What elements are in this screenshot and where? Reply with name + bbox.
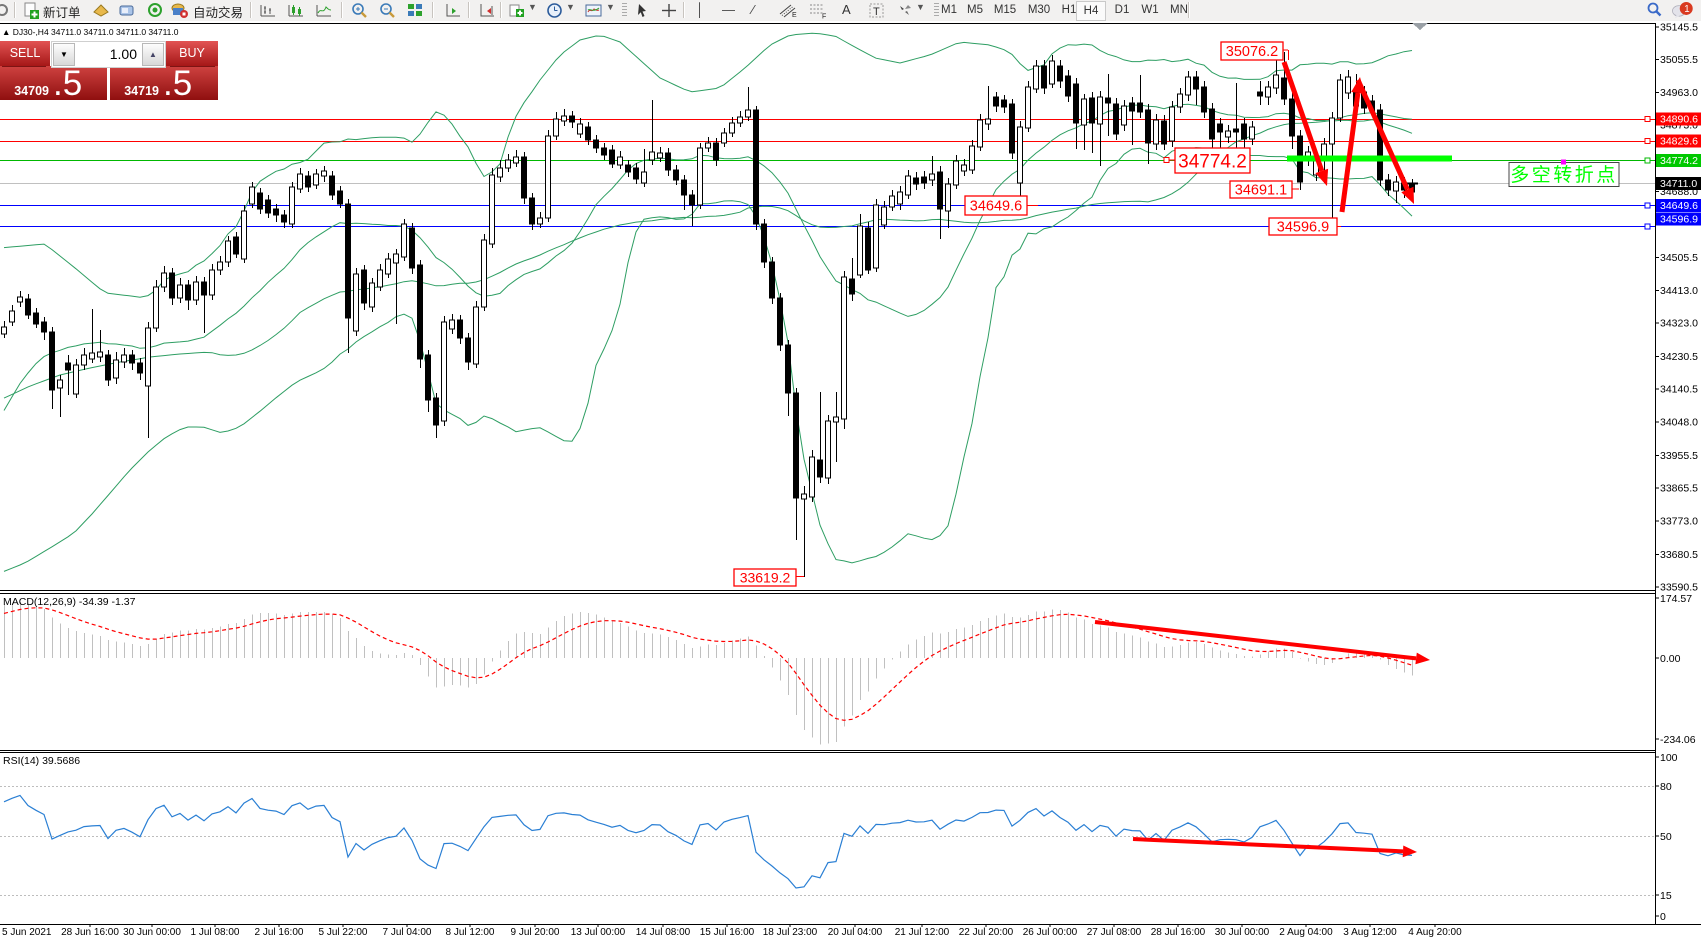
svg-text:34890.6: 34890.6 [1660, 114, 1698, 126]
svg-text:34413.0: 34413.0 [1660, 285, 1698, 297]
svg-text:9 Jul 20:00: 9 Jul 20:00 [511, 927, 560, 938]
svg-text:15 Jul 16:00: 15 Jul 16:00 [700, 927, 755, 938]
svg-text:28 Jun 16:00: 28 Jun 16:00 [61, 927, 119, 938]
svg-text:35145.5: 35145.5 [1660, 22, 1698, 34]
svg-text:T: T [873, 6, 880, 18]
svg-text:1 Jul 08:00: 1 Jul 08:00 [191, 927, 240, 938]
svg-text:MACD(12,26,9) -34.39 -1.37: MACD(12,26,9) -34.39 -1.37 [3, 596, 136, 608]
svg-text:33619.2: 33619.2 [740, 570, 791, 586]
svg-text:34048.0: 34048.0 [1660, 417, 1698, 429]
svg-text:22 Jul 20:00: 22 Jul 20:00 [959, 927, 1014, 938]
svg-text:2 Aug 04:00: 2 Aug 04:00 [1279, 927, 1333, 938]
svg-text:34774.2: 34774.2 [1178, 151, 1247, 172]
svg-text:2 Jul 16:00: 2 Jul 16:00 [255, 927, 304, 938]
svg-text:E: E [792, 12, 797, 19]
svg-text:33680.5: 33680.5 [1660, 549, 1698, 561]
svg-text:34596.9: 34596.9 [1660, 214, 1698, 226]
svg-text:33865.5: 33865.5 [1660, 482, 1698, 494]
svg-text:多空转折点: 多空转折点 [1510, 164, 1618, 186]
svg-text:3 Aug 12:00: 3 Aug 12:00 [1343, 927, 1397, 938]
svg-text:26 Jul 00:00: 26 Jul 00:00 [1023, 927, 1078, 938]
svg-text:4 Aug 20:00: 4 Aug 20:00 [1408, 927, 1462, 938]
svg-text:35076.2: 35076.2 [1226, 44, 1278, 60]
svg-text:34829.6: 34829.6 [1660, 136, 1698, 148]
svg-text:30 Jul 00:00: 30 Jul 00:00 [1215, 927, 1270, 938]
svg-text:7 Jul 04:00: 7 Jul 04:00 [383, 927, 432, 938]
svg-text:34711.0: 34711.0 [1660, 178, 1697, 190]
svg-text:27 Jul 08:00: 27 Jul 08:00 [1087, 927, 1142, 938]
svg-text:13 Jul 00:00: 13 Jul 00:00 [571, 927, 626, 938]
svg-text:8 Jul 12:00: 8 Jul 12:00 [446, 927, 495, 938]
svg-text:28 Jul 16:00: 28 Jul 16:00 [1151, 927, 1206, 938]
svg-text:5 Jul 22:00: 5 Jul 22:00 [319, 927, 368, 938]
svg-text:5 Jun 2021: 5 Jun 2021 [2, 927, 52, 938]
svg-text:F: F [822, 14, 826, 20]
svg-text:80: 80 [1660, 781, 1672, 793]
svg-text:20 Jul 04:00: 20 Jul 04:00 [828, 927, 883, 938]
svg-text:100: 100 [1660, 752, 1678, 764]
svg-text:34596.9: 34596.9 [1277, 220, 1329, 236]
svg-text:RSI(14) 39.5686: RSI(14) 39.5686 [3, 755, 80, 767]
svg-text:21 Jul 12:00: 21 Jul 12:00 [895, 927, 950, 938]
svg-text:50: 50 [1660, 831, 1672, 843]
svg-text:35055.5: 35055.5 [1660, 54, 1698, 66]
svg-text:34649.6: 34649.6 [970, 199, 1022, 215]
svg-text:14 Jul 08:00: 14 Jul 08:00 [636, 927, 691, 938]
svg-text:34140.5: 34140.5 [1660, 383, 1698, 395]
svg-text:34505.5: 34505.5 [1660, 252, 1698, 264]
svg-text:18 Jul 23:00: 18 Jul 23:00 [763, 927, 818, 938]
svg-text:1: 1 [1684, 4, 1689, 15]
svg-text:174.57: 174.57 [1660, 593, 1692, 605]
svg-text:30 Jun 00:00: 30 Jun 00:00 [123, 927, 181, 938]
svg-text:0: 0 [1660, 911, 1666, 923]
svg-text:33773.0: 33773.0 [1660, 516, 1698, 528]
svg-text:34323.0: 34323.0 [1660, 318, 1698, 330]
svg-text:34691.1: 34691.1 [1235, 183, 1287, 199]
svg-text:34774.2: 34774.2 [1660, 155, 1698, 167]
svg-text:33590.5: 33590.5 [1660, 581, 1698, 593]
svg-text:33955.5: 33955.5 [1660, 450, 1698, 462]
svg-text:-234.06: -234.06 [1660, 734, 1696, 746]
svg-text:15: 15 [1660, 890, 1672, 902]
svg-text:34963.0: 34963.0 [1660, 87, 1698, 99]
svg-text:34649.6: 34649.6 [1660, 200, 1698, 212]
svg-text:34230.5: 34230.5 [1660, 351, 1698, 363]
svg-text:0.00: 0.00 [1660, 653, 1681, 665]
